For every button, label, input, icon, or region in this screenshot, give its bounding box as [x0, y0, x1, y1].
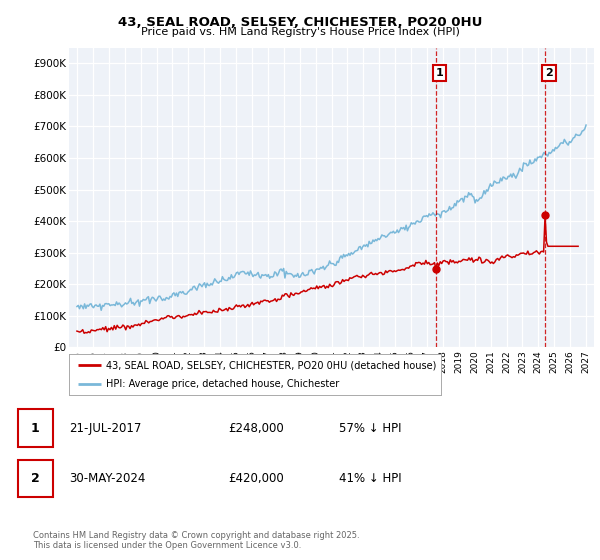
Text: £248,000: £248,000 — [228, 422, 284, 435]
Text: 43, SEAL ROAD, SELSEY, CHICHESTER, PO20 0HU (detached house): 43, SEAL ROAD, SELSEY, CHICHESTER, PO20 … — [106, 361, 437, 370]
Text: 2: 2 — [31, 472, 40, 486]
Text: £420,000: £420,000 — [228, 472, 284, 486]
Text: 57% ↓ HPI: 57% ↓ HPI — [339, 422, 401, 435]
Text: 2: 2 — [545, 68, 553, 78]
Text: 41% ↓ HPI: 41% ↓ HPI — [339, 472, 401, 486]
Text: 43, SEAL ROAD, SELSEY, CHICHESTER, PO20 0HU: 43, SEAL ROAD, SELSEY, CHICHESTER, PO20 … — [118, 16, 482, 29]
Text: 21-JUL-2017: 21-JUL-2017 — [69, 422, 142, 435]
Text: 1: 1 — [31, 422, 40, 435]
Text: Price paid vs. HM Land Registry's House Price Index (HPI): Price paid vs. HM Land Registry's House … — [140, 27, 460, 37]
Text: Contains HM Land Registry data © Crown copyright and database right 2025.
This d: Contains HM Land Registry data © Crown c… — [33, 530, 359, 550]
Text: 30-MAY-2024: 30-MAY-2024 — [69, 472, 145, 486]
Text: 1: 1 — [436, 68, 443, 78]
Text: HPI: Average price, detached house, Chichester: HPI: Average price, detached house, Chic… — [106, 379, 340, 389]
